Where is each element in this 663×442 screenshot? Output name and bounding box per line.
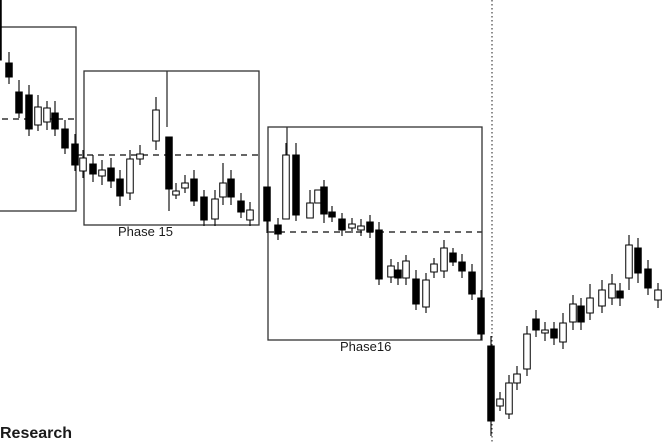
svg-text:Research: Research	[0, 425, 72, 442]
svg-text:Phase16: Phase16	[340, 339, 391, 354]
svg-text:Phase 15: Phase 15	[118, 224, 173, 239]
